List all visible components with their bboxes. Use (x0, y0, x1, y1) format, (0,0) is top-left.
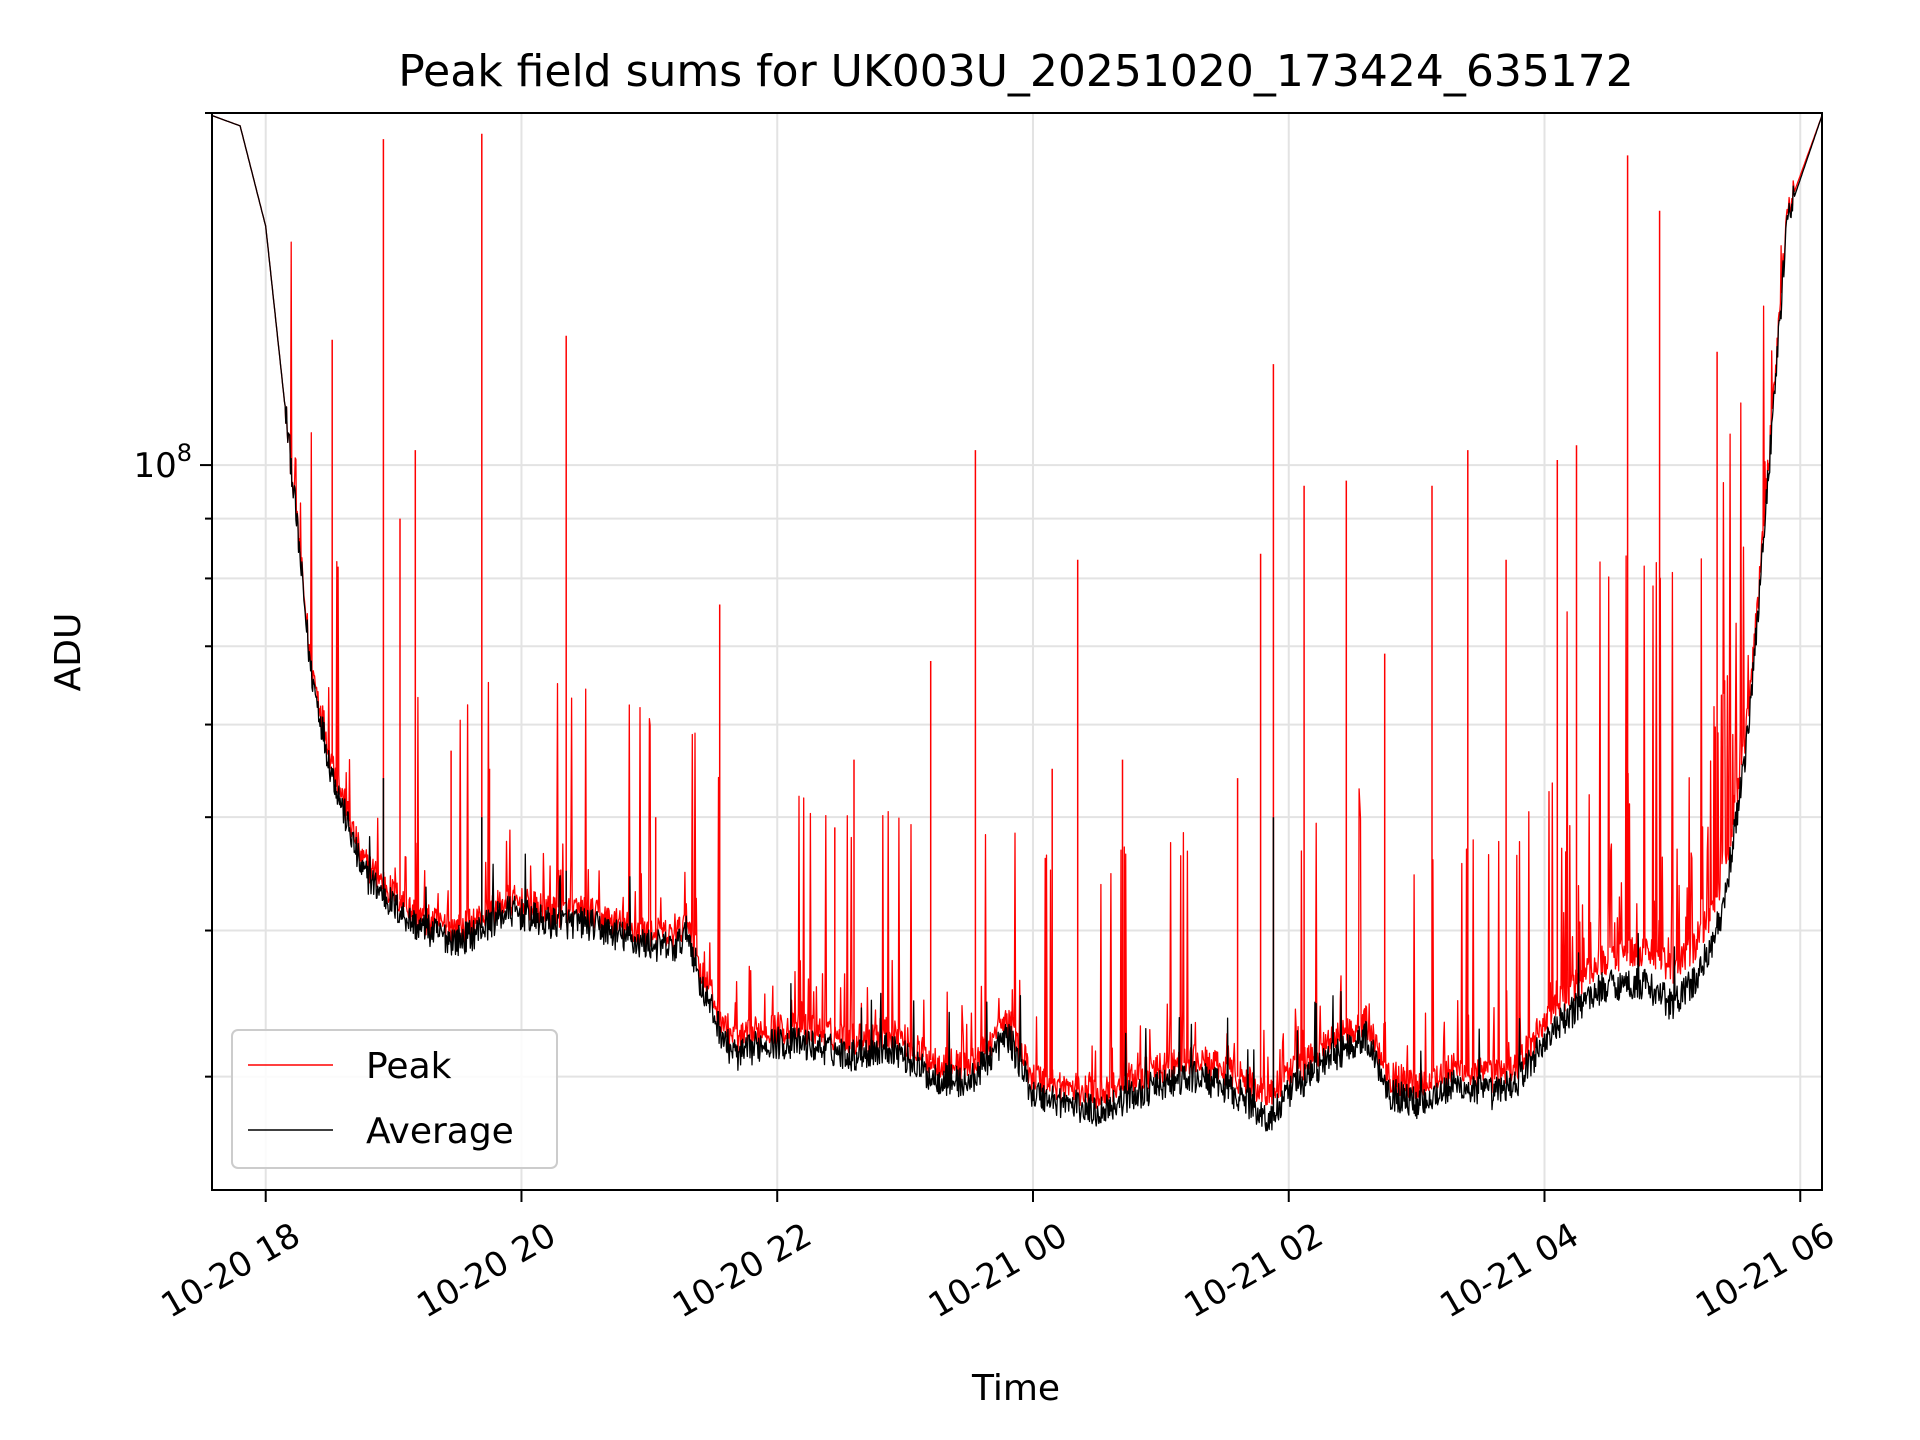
x-axis: 10-20 18 10-20 20 10-20 22 10-21 00 10-21 02… (155, 1190, 1842, 1326)
x-tick-label: 10-21 06 (1689, 1215, 1841, 1326)
series-layer (211, 114, 1823, 1132)
legend-label-peak: Peak (366, 1046, 452, 1087)
series-peak (211, 114, 1823, 1109)
x-axis-label: Time (971, 1368, 1060, 1409)
chart-title: Peak field sums for UK003U_20251020_1734… (398, 46, 1634, 97)
y-axis: 108 (133, 112, 212, 1078)
x-tick-label: 10-20 18 (155, 1215, 307, 1326)
series-average (211, 114, 1823, 1132)
x-tick-label: 10-20 22 (666, 1215, 818, 1326)
x-tick-label: 10-20 20 (410, 1215, 562, 1326)
series-line-average (211, 114, 1823, 1132)
x-tick-label: 10-21 00 (922, 1215, 1074, 1326)
legend: Peak Average (231, 1029, 558, 1169)
x-tick-label: 10-21 04 (1433, 1215, 1585, 1326)
series-line-peak (211, 114, 1823, 1109)
x-tick-label: 10-21 02 (1178, 1215, 1330, 1326)
y-tick-label: 108 (133, 439, 192, 486)
legend-label-average: Average (366, 1111, 514, 1152)
plot-frame (211, 112, 1823, 1191)
y-axis-label: ADU (48, 613, 89, 692)
grid (212, 112, 1822, 1190)
